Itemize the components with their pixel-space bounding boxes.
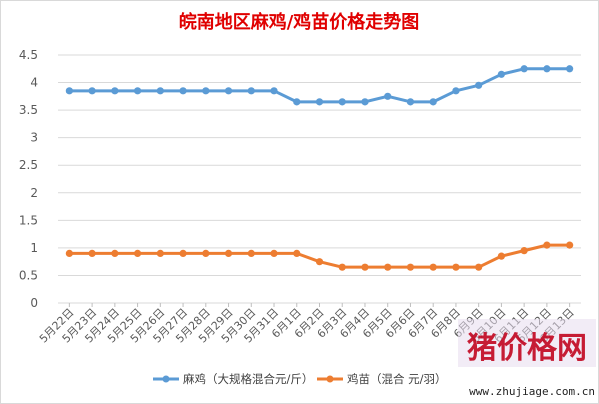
data-point xyxy=(543,241,551,249)
data-point xyxy=(111,87,119,95)
y-tick-label: 3.5 xyxy=(19,103,38,117)
y-tick-label: 2 xyxy=(30,186,38,200)
legend-marker-series-1 xyxy=(326,375,334,383)
data-point xyxy=(520,65,528,73)
y-tick-label: 4.5 xyxy=(19,48,38,62)
data-point xyxy=(566,241,574,249)
y-axis-ticks: 0 0.5 1 1.5 2 2.5 3 3.5 4 4.5 xyxy=(19,48,38,310)
data-point xyxy=(315,98,324,106)
data-point xyxy=(566,65,574,73)
data-point xyxy=(293,98,301,106)
data-point xyxy=(520,247,528,255)
data-point xyxy=(202,87,210,95)
data-point xyxy=(406,98,415,106)
data-point xyxy=(452,87,460,95)
data-point xyxy=(65,87,73,95)
data-point xyxy=(429,263,437,271)
data-point xyxy=(497,252,506,260)
data-point xyxy=(475,263,483,271)
data-point xyxy=(270,87,278,95)
data-point xyxy=(133,249,142,257)
legend-marker-series-0 xyxy=(162,375,170,383)
y-tick-label: 2.5 xyxy=(19,158,38,172)
gridlines xyxy=(58,54,581,304)
data-point xyxy=(111,249,119,257)
data-point xyxy=(361,263,369,271)
data-point xyxy=(156,87,164,95)
data-point xyxy=(224,249,233,257)
data-point xyxy=(224,87,233,95)
watermark-url: www.zhujiage.com.cn xyxy=(469,385,595,398)
y-tick-label: 1.5 xyxy=(19,213,38,227)
data-point xyxy=(270,249,278,257)
data-point xyxy=(65,249,73,257)
chart-title: 皖南地区麻鸡/鸡苗价格走势图 xyxy=(179,11,420,33)
data-point xyxy=(88,249,96,257)
data-point xyxy=(88,87,96,95)
data-point xyxy=(179,87,187,95)
data-point xyxy=(202,249,210,257)
data-point xyxy=(384,92,392,100)
data-point xyxy=(429,98,437,106)
y-tick-label: 0.5 xyxy=(19,268,38,282)
data-point xyxy=(475,81,483,89)
data-point xyxy=(543,65,551,73)
data-point xyxy=(497,70,506,78)
data-point xyxy=(338,98,346,106)
data-point xyxy=(156,249,164,257)
data-point xyxy=(361,98,369,106)
legend-label-series-0: 麻鸡（大规格混合元/斤） xyxy=(183,372,313,386)
series-0 xyxy=(65,65,574,106)
legend-label-series-1: 鸡苗（混合 元/羽） xyxy=(347,372,447,386)
data-point xyxy=(247,249,255,257)
y-tick-label: 4 xyxy=(30,76,38,90)
watermark: 猪价格网 www.zhujiage.com.cn xyxy=(458,319,596,398)
legend: 麻鸡（大规格混合元/斤） 鸡苗（混合 元/羽） xyxy=(153,372,447,386)
series-lines xyxy=(65,65,574,271)
data-point xyxy=(293,249,301,257)
data-point xyxy=(179,249,187,257)
data-point xyxy=(315,258,324,266)
watermark-backdrop xyxy=(458,319,596,367)
y-tick-label: 1 xyxy=(30,241,38,255)
data-point xyxy=(406,263,415,271)
series-1 xyxy=(65,241,574,271)
data-point xyxy=(338,263,346,271)
data-point xyxy=(452,263,460,271)
series-line-0 xyxy=(69,67,570,104)
data-point xyxy=(384,263,392,271)
y-tick-label: 3 xyxy=(30,131,38,145)
y-tick-label: 0 xyxy=(30,296,38,310)
watermark-text: 猪价格网 xyxy=(467,331,587,366)
data-point xyxy=(133,87,142,95)
data-point xyxy=(247,87,255,95)
